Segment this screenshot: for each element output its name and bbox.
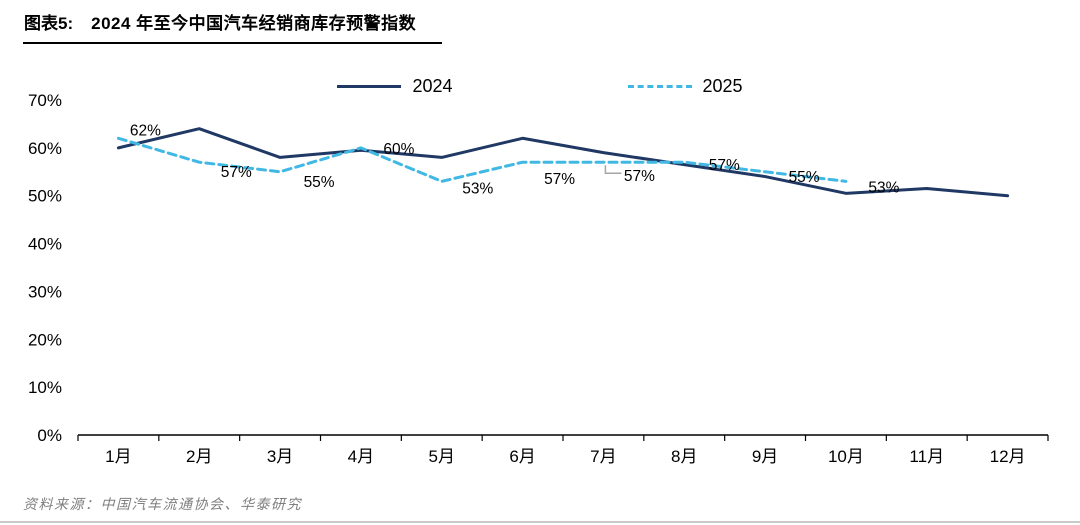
x-axis-month-label: 12月 [990,447,1026,466]
data-label: 57% [709,157,740,174]
data-label: 60% [383,141,414,158]
x-axis-month-label: 5月 [429,447,455,466]
chart-title: 图表5: 2024 年至今中国汽车经销商库存预警指数 [23,12,443,44]
x-axis-month-label: 2月 [186,447,212,466]
x-axis-month-label: 11月 [909,447,944,466]
data-label: 53% [868,179,899,196]
x-axis-month-label: 9月 [752,447,778,466]
figure-label: 图表5: [24,14,74,33]
x-axis-month-label: 8月 [671,447,697,466]
chart-header: 图表5: 2024 年至今中国汽车经销商库存预警指数 [0,0,1080,44]
chart-svg: 0% 10% 20% 30% 40% 50% 60% 70% 1月 2月 3月 4月 5月 6月 7月 8月 9… [28,91,1049,466]
x-axis-month-label: 3月 [267,447,293,466]
y-axis-tick-label: 40% [28,235,62,254]
y-axis-tick-label: 50% [28,187,62,206]
series-line-2024 [116,127,1010,198]
y-axis-tick-label: 30% [28,282,62,301]
data-label: 55% [304,174,335,191]
source-note: 资料来源：中国汽车流通协会、华泰研究 [23,498,302,513]
y-axis-tick-label: 70% [28,91,62,110]
data-label: 55% [789,169,820,186]
y-axis-tick-label: 20% [28,330,62,349]
data-label: 57% [624,168,655,185]
data-label: 53% [462,180,493,197]
data-label: 57% [544,171,575,188]
y-axis-tick-label: 60% [28,139,62,158]
x-axis-month-label: 7月 [590,447,616,466]
x-axis-month-label: 1月 [105,447,131,466]
x-axis-month-label: 10月 [828,447,864,466]
label-leader-line [604,165,622,174]
data-label: 62% [130,122,161,139]
bottom-divider [0,521,1080,523]
y-axis-tick-label: 0% [37,426,62,445]
x-axis-month-label: 4月 [348,447,374,466]
series-line-2025 [116,136,848,183]
chart-area: 2024 2025 0% 10% 20% 30% 40% 50% 60% 70% 1月 2月 3月 4… [0,44,1080,480]
x-axis-month-label: 6月 [509,447,535,466]
data-label: 57% [221,164,252,181]
y-axis-tick-label: 10% [28,378,62,397]
figure-title: 2024 年至今中国汽车经销商库存预警指数 [91,14,417,33]
